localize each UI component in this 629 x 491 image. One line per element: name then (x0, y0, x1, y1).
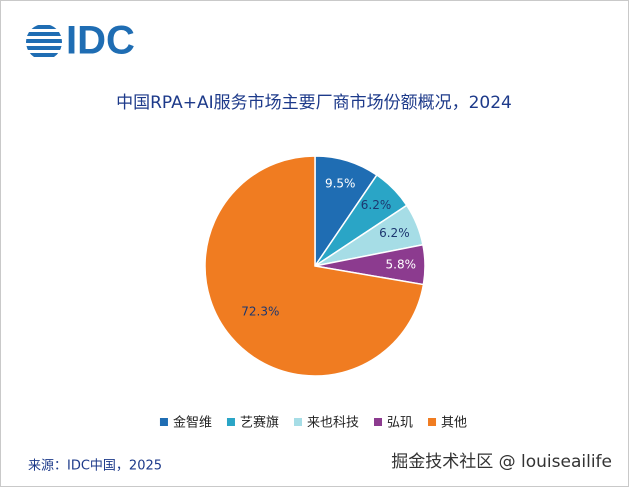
legend-swatch (428, 418, 437, 426)
pie-slice (204, 155, 425, 377)
legend: 金智维 艺赛旗 来也科技 弘玑 其他 (159, 415, 467, 431)
data-label: 72.3% (241, 305, 279, 319)
data-label: 5.8% (386, 257, 417, 271)
legend-swatch (293, 418, 302, 426)
logo: IDC (26, 19, 135, 63)
legend-label: 艺赛旗 (240, 415, 279, 431)
data-label: 6.2% (379, 226, 410, 240)
data-label: 6.2% (361, 198, 392, 212)
chart-title: 中国RPA+AI服务市场主要厂商市场份额概况，2024 (116, 93, 512, 113)
source: 来源：IDC中国，2025 (28, 459, 162, 474)
legend-label: 其他 (441, 416, 467, 431)
pie: 9.5% 6.2% 6.2% 5.8% 72.3% (204, 155, 426, 377)
logo-text: IDC (66, 19, 135, 63)
legend-label: 金智维 (173, 415, 212, 431)
legend-swatch (374, 418, 383, 426)
legend-label: 来也科技 (307, 416, 359, 431)
legend-swatch (159, 418, 168, 426)
watermark: 掘金技术社区 @ louiseailife (391, 452, 612, 472)
legend-label: 弘玑 (387, 416, 413, 431)
legend-swatch (226, 418, 235, 426)
data-label: 9.5% (325, 176, 356, 190)
